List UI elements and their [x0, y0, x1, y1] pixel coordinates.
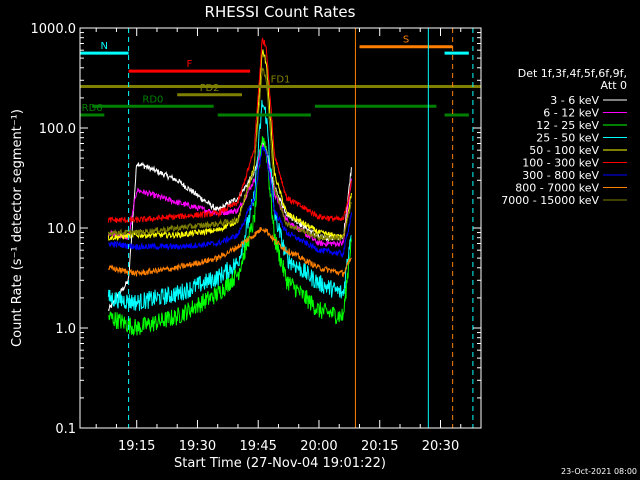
x-tick-label: 19:15: [118, 439, 155, 454]
legend-entry: 12 - 25 keV: [536, 119, 599, 132]
legend-title: Det 1f,3f,4f,5f,6f,9f,: [518, 67, 627, 80]
x-tick-label: 19:45: [239, 439, 276, 454]
legend-entry: 800 - 7000 keV: [515, 182, 599, 195]
attenuator-annotations: N F FD1 FD2 RD0 RD6 S: [80, 35, 481, 117]
legend-entry: 25 - 50 keV: [536, 132, 599, 145]
legend-entry: 100 - 300 keV: [522, 157, 599, 170]
annotation-label: RD6: [82, 103, 103, 114]
plot-lines: [107, 37, 352, 337]
chart-title: RHESSI Count Rates: [205, 3, 356, 21]
y-tick-label: 1.0: [55, 322, 76, 337]
annotation-label: FD1: [271, 75, 291, 86]
x-tick-label: 20:15: [361, 439, 398, 454]
legend-entry: 300 - 800 keV: [522, 169, 599, 182]
annotation-label: S: [403, 35, 409, 46]
legend-entry: 7000 - 15000 keV: [501, 194, 599, 207]
series-line-5: [107, 37, 352, 224]
annotation-label: N: [101, 41, 108, 52]
legend-entry: 50 - 100 keV: [529, 144, 599, 157]
y-tick-label: 1000.0: [31, 22, 77, 37]
series-line-3: [107, 99, 352, 311]
x-tick-label: 20:30: [422, 439, 459, 454]
y-tick-label: 100.0: [39, 122, 76, 137]
y-tick-label: 0.1: [55, 422, 76, 437]
series-line-0: [107, 140, 352, 311]
x-axis-label: Start Time (27-Nov-04 19:01:22): [174, 456, 386, 471]
x-tick-label: 20:00: [300, 439, 337, 454]
series-line-2: [108, 136, 352, 337]
legend-entry: 6 - 12 keV: [543, 107, 599, 120]
series-line-6: [108, 146, 352, 259]
annotation-label: F: [186, 59, 192, 70]
series-line-7: [107, 227, 352, 278]
annotation-label: RD0: [142, 94, 163, 105]
y-axis-label: Count Rate (s⁻¹ detector segment⁻¹): [10, 109, 25, 347]
legend-title: Att 0: [601, 79, 627, 92]
legend-entry: 3 - 6 keV: [550, 94, 599, 107]
y-axis: 1000.0 100.0 10.0 1.0 0.1: [31, 22, 481, 437]
footer-date: 23-Oct-2021 08:00: [561, 467, 637, 476]
y-tick-label: 10.0: [47, 222, 76, 237]
series-line-8: [107, 67, 352, 242]
annotation-label: FD2: [200, 83, 220, 94]
x-axis: 19:15 19:30 19:45 20:00 20:15 20:30: [95, 28, 482, 454]
x-tick-label: 19:30: [179, 439, 216, 454]
